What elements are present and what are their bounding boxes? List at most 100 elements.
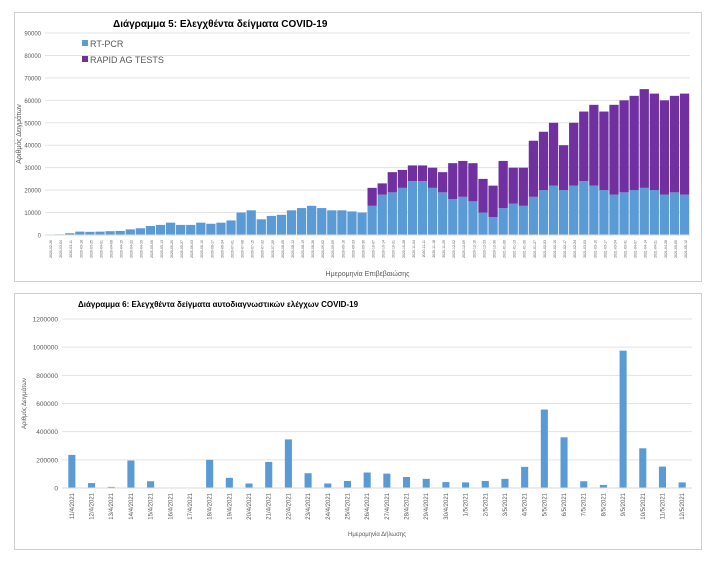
- bar-rt-pcr: [256, 219, 266, 235]
- bar-rt-pcr: [407, 181, 418, 235]
- x-tick-label: 2021-03-10: [593, 240, 597, 258]
- x-tick-label: 2020-11-11: [422, 240, 426, 257]
- bar: [678, 482, 686, 488]
- bar-rt-pcr: [65, 233, 75, 235]
- x-tick-label: 29/4/2021: [424, 492, 430, 519]
- bar-rt-pcr: [377, 194, 387, 235]
- y-tick-label: 0: [38, 234, 42, 240]
- bar-rt-pcr: [357, 212, 367, 235]
- y-tick-label: 30000: [24, 166, 41, 172]
- x-axis-label: Ημερομηνία Επιβεβαιώσης: [326, 270, 411, 278]
- x-axis-label: Ημερομηνία Δήλωσης: [348, 531, 406, 538]
- chart-6-panel: [14, 293, 702, 550]
- bar-rt-pcr: [659, 194, 670, 235]
- bar-rapid-ag-tests: [548, 122, 559, 186]
- bar: [284, 439, 292, 488]
- bar-rapid-ag-tests: [438, 172, 448, 193]
- x-tick-label: 2020-12-16: [472, 240, 476, 258]
- bar-rt-pcr: [296, 208, 307, 235]
- bar-rapid-ag-tests: [377, 183, 387, 195]
- bar-rapid-ag-tests: [558, 145, 569, 191]
- x-tick-label: 2020-09-16: [341, 240, 345, 258]
- bar-rt-pcr: [448, 199, 458, 235]
- bar-rt-pcr: [488, 217, 498, 235]
- x-tick-label: 2020-04-29: [140, 240, 144, 258]
- bar-rapid-ag-tests: [609, 104, 619, 195]
- y-axis-label: Αριθμός Δειγμάτων: [21, 378, 28, 429]
- x-tick-label: 14/4/2021: [129, 492, 135, 519]
- bar-rapid-ag-tests: [417, 165, 428, 182]
- bar-rt-pcr: [75, 231, 85, 235]
- bar-rt-pcr: [115, 230, 125, 235]
- x-tick-label: 21/4/2021: [267, 492, 273, 519]
- bar: [402, 477, 411, 488]
- bar-rt-pcr: [649, 190, 659, 235]
- bar-rt-pcr: [347, 211, 357, 235]
- x-tick-label: 2020-07-08: [241, 240, 245, 258]
- bar-rt-pcr: [397, 187, 408, 235]
- x-tick-label: 24/4/2021: [326, 492, 332, 519]
- bar-rapid-ag-tests: [639, 89, 649, 188]
- x-tick-label: 28/4/2021: [405, 492, 411, 519]
- bar-rapid-ag-tests: [569, 122, 579, 186]
- x-tick-label: 2021-01-13: [513, 240, 517, 258]
- bar-rt-pcr: [468, 201, 478, 235]
- x-tick-label: 1/5/2021: [464, 492, 470, 516]
- y-tick-label: 60000: [24, 99, 41, 105]
- x-tick-label: 4/5/2021: [523, 492, 529, 516]
- bar-rt-pcr: [367, 205, 377, 235]
- bar-rt-pcr: [427, 187, 438, 235]
- y-tick-label: 200000: [36, 457, 58, 464]
- bar-rapid-ag-tests: [679, 93, 690, 195]
- bar: [107, 486, 115, 488]
- y-tick-label: 90000: [24, 32, 41, 38]
- x-tick-label: 2020-05-27: [180, 240, 184, 258]
- y-tick-label: 20000: [24, 189, 41, 195]
- x-tick-label: 2020-04-22: [130, 240, 134, 258]
- x-tick-label: 2021-01-20: [523, 240, 527, 258]
- bar-rt-pcr: [226, 220, 236, 235]
- y-tick-label: 1200000: [33, 317, 59, 324]
- bar-rapid-ag-tests: [669, 95, 680, 193]
- x-tick-label: 23/4/2021: [306, 492, 312, 519]
- x-tick-label: 3/5/2021: [503, 492, 509, 516]
- x-tick-label: 2021-03-03: [583, 240, 587, 258]
- bar-rt-pcr: [669, 192, 680, 235]
- bar: [560, 437, 568, 488]
- x-tick-label: 7/5/2021: [582, 492, 588, 516]
- bar: [363, 472, 371, 488]
- y-axis-label: Αριθμός Δειγμάτων: [15, 104, 23, 164]
- x-tick-label: 22/4/2021: [286, 492, 292, 519]
- x-tick-label: 2020-11-25: [442, 240, 446, 258]
- x-tick-label: 25/4/2021: [345, 492, 351, 519]
- x-tick-label: 2021-02-10: [553, 240, 557, 258]
- x-tick-label: 2020-11-04: [412, 240, 416, 258]
- x-tick-label: 2020-05-06: [150, 240, 154, 258]
- legend-swatch: [82, 40, 88, 46]
- bar-rapid-ag-tests: [538, 131, 549, 191]
- bar-rapid-ag-tests: [458, 160, 468, 197]
- bar: [87, 483, 96, 488]
- bar: [658, 466, 667, 488]
- x-tick-label: 2021-02-24: [573, 240, 577, 258]
- legend-label: RAPID AG TESTS: [90, 55, 164, 65]
- bar: [521, 466, 529, 488]
- y-tick-label: 70000: [24, 76, 41, 82]
- bar: [343, 480, 352, 488]
- bar-rt-pcr: [176, 224, 186, 235]
- bar-rt-pcr: [276, 214, 287, 235]
- x-tick-label: 17/4/2021: [188, 492, 194, 519]
- x-tick-label: 2020-04-08: [110, 240, 114, 258]
- x-tick-label: 27/4/2021: [385, 492, 391, 519]
- x-tick-label: 2021-05-05: [674, 240, 678, 258]
- y-tick-label: 10000: [24, 211, 41, 217]
- x-tick-label: 2021-01-06: [503, 240, 507, 258]
- bar-rt-pcr: [558, 190, 569, 235]
- bar-rt-pcr: [85, 231, 95, 235]
- bar-rt-pcr: [528, 196, 539, 235]
- legend-label: RT-PCR: [90, 39, 124, 49]
- legend-swatch: [82, 56, 88, 62]
- y-tick-label: 50000: [24, 121, 41, 127]
- bar-rt-pcr: [196, 222, 206, 235]
